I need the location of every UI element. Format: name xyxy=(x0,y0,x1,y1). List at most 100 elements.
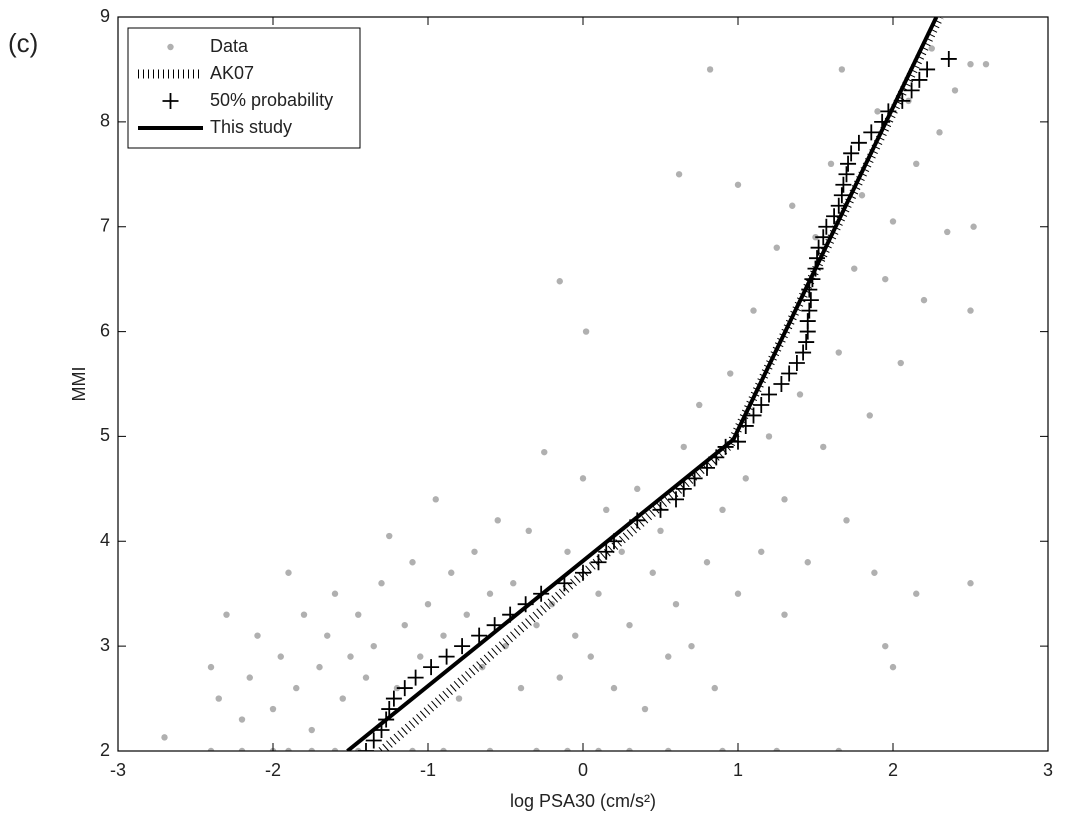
data-point xyxy=(773,747,780,751)
plus-marker xyxy=(675,480,692,497)
plus-marker xyxy=(850,134,867,151)
data-point xyxy=(889,218,897,225)
data-point xyxy=(928,45,935,52)
plus-marker xyxy=(396,680,413,697)
data-point xyxy=(300,611,308,618)
plus-marker xyxy=(799,313,816,330)
plus-marker xyxy=(863,124,880,141)
data-point xyxy=(424,601,432,608)
plus-marker xyxy=(471,627,488,644)
data-point xyxy=(618,548,625,555)
line xyxy=(346,17,939,751)
data-point xyxy=(734,181,742,188)
plus-marker xyxy=(407,669,424,686)
data-point xyxy=(727,370,734,377)
data-point xyxy=(207,747,215,751)
x-axis-label: log PSA30 (cm/s²) xyxy=(510,791,656,811)
plus-marker xyxy=(911,71,928,88)
data-point xyxy=(215,695,222,702)
plus-marker xyxy=(833,187,850,204)
plus-marker xyxy=(840,155,857,172)
data-point xyxy=(719,506,726,514)
data-point xyxy=(347,653,354,660)
plus-marker xyxy=(795,344,812,361)
plus-marker xyxy=(590,554,607,571)
data-point xyxy=(657,527,664,534)
y-tick-label: 9 xyxy=(100,6,110,26)
plus-marker xyxy=(761,386,777,403)
data-point xyxy=(804,559,811,566)
data-point xyxy=(494,517,501,524)
data-point xyxy=(564,548,571,555)
data-point xyxy=(587,653,594,660)
data-point xyxy=(634,485,641,493)
plus-marker xyxy=(668,491,684,508)
data-point xyxy=(254,632,261,639)
legend-sample xyxy=(167,43,174,51)
data-point xyxy=(672,601,680,608)
plus-marker xyxy=(652,501,669,518)
data-point xyxy=(285,569,292,576)
plus-marker xyxy=(745,407,762,424)
data-point xyxy=(789,202,796,209)
plus-marker xyxy=(365,732,382,749)
data-point xyxy=(882,275,889,283)
y-tick-label: 6 xyxy=(100,320,110,340)
data-point xyxy=(719,747,726,751)
data-point xyxy=(838,66,846,73)
plot-area xyxy=(161,17,990,751)
y-tick-label: 8 xyxy=(100,111,110,131)
data-point xyxy=(517,684,525,692)
data-point xyxy=(796,391,804,398)
data-point xyxy=(448,569,455,576)
hatched-line xyxy=(378,17,944,751)
plus-marker xyxy=(802,292,819,309)
data-point xyxy=(362,674,370,681)
data-point xyxy=(889,663,897,671)
data-point xyxy=(936,129,943,136)
data-point xyxy=(417,653,424,660)
data-point xyxy=(827,160,835,167)
data-point xyxy=(750,307,757,314)
x-tick-label: -3 xyxy=(110,760,126,780)
data-point xyxy=(858,192,866,199)
data-point xyxy=(386,532,393,540)
y-axis-label: MMI xyxy=(69,367,89,402)
plus-marker xyxy=(940,50,957,67)
data-point xyxy=(967,307,974,314)
data-point xyxy=(595,747,602,751)
data-point xyxy=(455,695,463,702)
data-point xyxy=(541,448,548,456)
plus-marker xyxy=(358,743,374,751)
plus-marker xyxy=(788,355,805,372)
data-point xyxy=(781,611,788,618)
plus-marker xyxy=(919,61,936,78)
data-point xyxy=(564,747,571,751)
data-point xyxy=(882,642,889,650)
data-point xyxy=(355,611,362,618)
legend: Data AK07 50% probability This study xyxy=(127,27,361,149)
data-point xyxy=(316,663,323,671)
y-tick-label: 2 xyxy=(100,740,110,760)
plus-marker xyxy=(843,145,860,162)
plus-marker xyxy=(385,690,402,707)
legend-box xyxy=(127,27,361,149)
data-point xyxy=(440,747,447,751)
data-point xyxy=(967,580,974,587)
plus-marker xyxy=(753,396,770,413)
data-point xyxy=(161,734,168,741)
plus-marker xyxy=(903,82,920,99)
data-point xyxy=(742,475,749,482)
data-point xyxy=(582,328,590,335)
y-tick-label: 4 xyxy=(100,530,110,550)
data-point xyxy=(285,747,292,751)
data-point xyxy=(835,349,842,356)
data-point xyxy=(246,674,253,681)
data-point xyxy=(820,443,827,451)
data-point xyxy=(603,506,610,514)
plus-marker xyxy=(454,638,471,655)
data-point xyxy=(897,359,904,367)
data-point xyxy=(471,548,478,555)
data-point xyxy=(486,747,494,751)
